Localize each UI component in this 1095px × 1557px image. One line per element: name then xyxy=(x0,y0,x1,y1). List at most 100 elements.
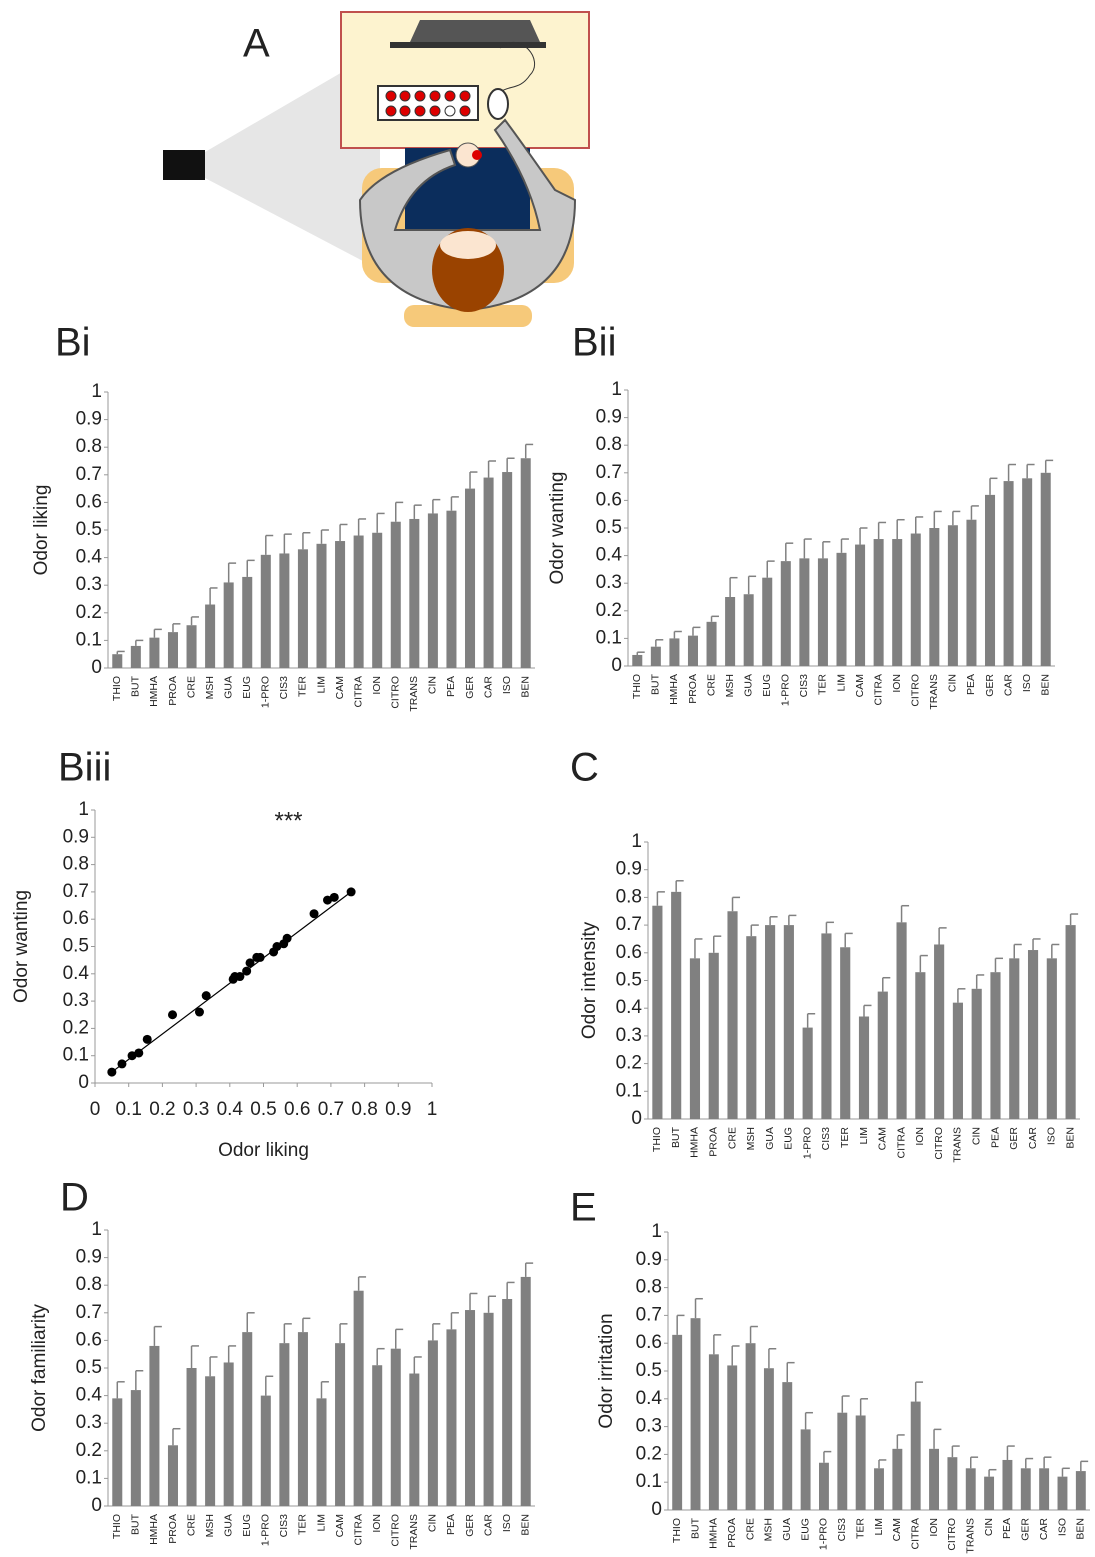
x-tick-label: PEA xyxy=(1001,1518,1013,1539)
y-tick-label: 0.3 xyxy=(76,574,102,595)
x-tick-label: THIO xyxy=(111,1514,123,1539)
chart-panel: Biii Odor wanting 0 0.1 0.2 0.3 0.4 0.5 0.6 0.7 0.… xyxy=(11,746,437,1161)
y-tick-label: 0.4 xyxy=(636,1388,663,1409)
bar xyxy=(689,958,701,1119)
y-tick-label: 0.8 xyxy=(76,436,102,457)
bar xyxy=(149,1345,160,1506)
bar xyxy=(745,1343,756,1510)
x-tick-label: CRE xyxy=(744,1518,756,1540)
bar xyxy=(671,891,682,1119)
bar xyxy=(746,936,757,1119)
panel-label: C xyxy=(570,746,599,790)
y-tick-label: 0.7 xyxy=(76,1302,102,1323)
bar xyxy=(130,645,141,668)
x-tick-label: CRE xyxy=(185,676,197,698)
bar xyxy=(427,1340,438,1506)
illustration: A xyxy=(163,11,590,327)
bar xyxy=(650,646,661,666)
x-tick-label: CIN xyxy=(970,1127,982,1145)
scatter-point xyxy=(117,1059,127,1069)
bar xyxy=(1022,478,1033,666)
x-tick-label: EUG xyxy=(241,1514,253,1537)
bar xyxy=(783,925,794,1119)
x-tick-label: 0.2 xyxy=(149,1099,175,1120)
x-tick-label: PROA xyxy=(687,674,699,704)
bar xyxy=(877,991,888,1119)
x-tick-label: PROA xyxy=(167,676,179,706)
vials xyxy=(385,90,471,117)
x-tick-label: MSH xyxy=(724,674,736,697)
x-tick-label: LIM xyxy=(873,1518,885,1536)
x-tick-label: GUA xyxy=(764,1127,776,1150)
bar xyxy=(780,561,791,666)
scatter-point xyxy=(245,958,255,968)
scatter-point xyxy=(255,952,265,962)
bar xyxy=(947,525,958,666)
y-tick-label: 0.5 xyxy=(76,1357,102,1378)
bar xyxy=(242,576,253,668)
bar xyxy=(727,1365,738,1510)
x-tick-label: GER xyxy=(1020,1518,1032,1541)
x-tick-label: CITRO xyxy=(390,1514,402,1547)
x-tick-label: 1-PRO xyxy=(801,1127,813,1159)
x-tick-label: GUA xyxy=(781,1518,793,1541)
bar xyxy=(316,1398,327,1506)
x-tick-label: CIN xyxy=(983,1518,995,1536)
bar xyxy=(205,1376,216,1506)
y-axis-label: Odor liking xyxy=(31,485,52,576)
scatter-point xyxy=(282,933,292,943)
x-tick-label: THIO xyxy=(671,1518,683,1543)
bar xyxy=(1075,1471,1086,1510)
bar xyxy=(708,952,719,1119)
bar xyxy=(186,1368,197,1506)
bar xyxy=(892,1448,903,1510)
bar xyxy=(186,625,197,668)
x-tick-label: 0.9 xyxy=(385,1099,411,1120)
x-tick-label: CAR xyxy=(1027,1127,1039,1150)
bar xyxy=(1002,1459,1013,1510)
x-tick-label: CAM xyxy=(334,676,346,699)
x-tick-label: THIO xyxy=(111,676,123,701)
bar xyxy=(409,518,420,668)
bar xyxy=(706,621,717,666)
bar xyxy=(1046,958,1057,1119)
chart-panel: D Odor familiarity 0 0.1 0.2 0.3 0.4 0.5 0.6 0.7 0… xyxy=(29,1176,535,1550)
x-tick-label: CAM xyxy=(854,674,866,697)
bar xyxy=(837,1412,848,1510)
x-tick-label: CAR xyxy=(482,676,494,699)
bar xyxy=(112,654,123,668)
bar xyxy=(725,597,736,666)
bar xyxy=(836,552,847,666)
x-tick-label: TRANS xyxy=(965,1518,977,1554)
chart-panel: C Odor intensity 0 0.1 0.2 0.3 0.4 0.5 0.6 0.7 0.8… xyxy=(570,746,1080,1163)
x-tick-label: MSH xyxy=(204,1514,216,1537)
bar xyxy=(929,528,940,666)
bar xyxy=(260,554,271,668)
x-tick-label: TER xyxy=(297,1514,309,1535)
x-tick-label: CRE xyxy=(705,674,717,696)
x-tick-label: CAM xyxy=(334,1514,346,1537)
bar xyxy=(952,1002,963,1119)
y-tick-label: 0.9 xyxy=(596,407,622,428)
y-tick-label: 0.3 xyxy=(616,1025,642,1046)
y-tick-label: 0.5 xyxy=(616,970,642,991)
x-tick-label: CRE xyxy=(726,1127,738,1149)
bar xyxy=(727,911,738,1119)
y-tick-label: 1 xyxy=(91,1219,102,1240)
y-tick-label: 0.4 xyxy=(76,547,103,568)
bar xyxy=(910,1401,921,1510)
x-tick-label: CIS3 xyxy=(820,1127,832,1151)
y-tick-label: 0.2 xyxy=(76,1440,102,1461)
bar xyxy=(372,1365,383,1506)
x-tick-label: TRANS xyxy=(408,676,420,712)
bar xyxy=(353,1290,364,1506)
scatter-point xyxy=(242,966,252,976)
y-tick-label: 0 xyxy=(91,1495,102,1516)
annotation: *** xyxy=(274,807,302,834)
y-tick-label: 0.2 xyxy=(616,1053,642,1074)
x-tick-label: THIO xyxy=(651,1127,663,1152)
y-tick-label: 0.7 xyxy=(76,464,102,485)
scatter-point xyxy=(309,909,319,919)
x-tick-label: CITRO xyxy=(933,1127,945,1160)
